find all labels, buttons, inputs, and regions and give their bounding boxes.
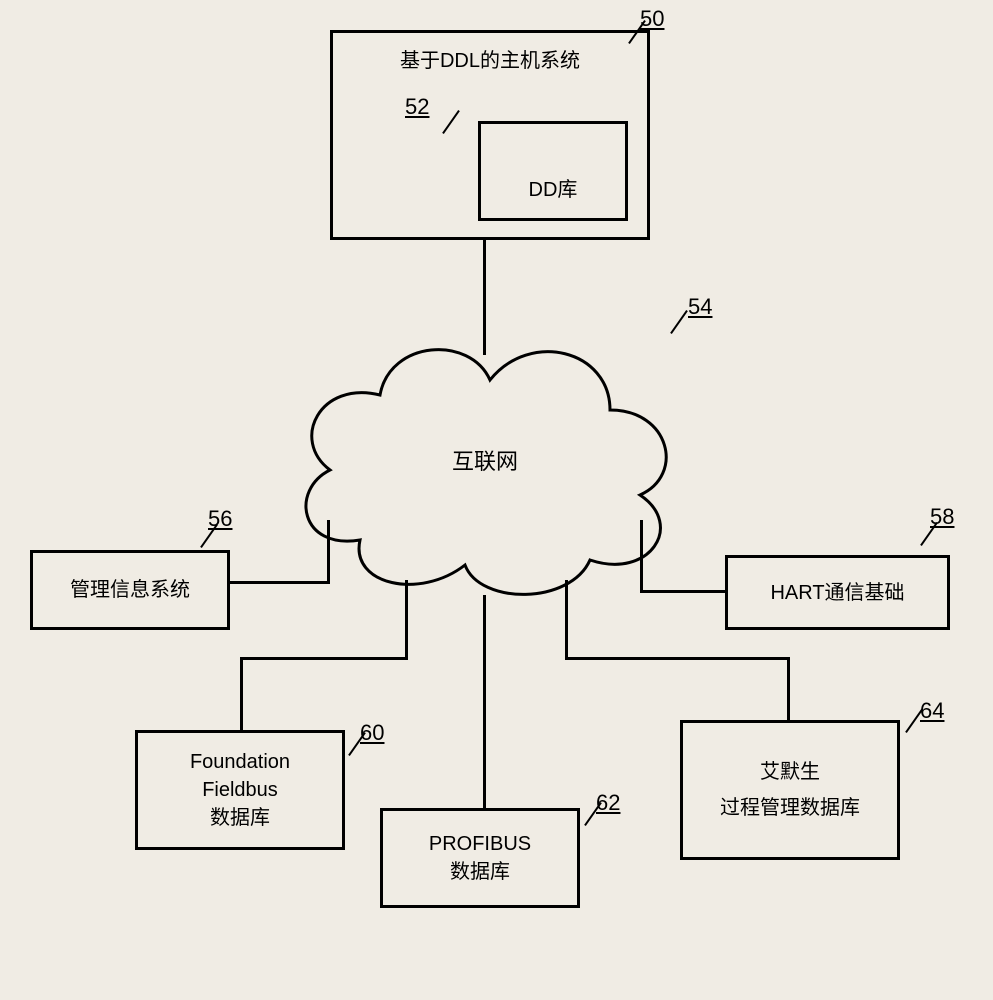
edge-cloud-ff-h (240, 657, 408, 660)
ff-db-line2: Fieldbus (202, 776, 278, 804)
edge-cloud-em-v1 (565, 580, 568, 660)
edge-cloud-hart-h (640, 590, 726, 593)
emerson-box: 艾默生 过程管理数据库 (680, 720, 900, 860)
emerson-line1: 艾默生 (760, 758, 820, 786)
tick-64 (895, 703, 935, 743)
emerson-line2: 过程管理数据库 (720, 794, 860, 822)
tick-56 (190, 518, 230, 558)
edge-cloud-ff-v2 (240, 657, 243, 732)
profibus-line1: PROFIBUS (429, 830, 531, 858)
tick-62 (574, 796, 614, 836)
edge-cloud-profibus (483, 595, 486, 810)
edge-cloud-em-h (565, 657, 790, 660)
tick-52 (432, 104, 472, 144)
internet-cloud: 互联网 (270, 310, 700, 610)
dd-library-box: DD库 (478, 121, 628, 221)
hart-box: HART通信基础 (725, 555, 950, 630)
mis-label: 管理信息系统 (70, 576, 190, 604)
edge-cloud-em-v2 (787, 657, 790, 722)
ref-52: 52 (405, 94, 429, 120)
tick-60 (338, 726, 378, 766)
hart-label: HART通信基础 (770, 579, 904, 607)
tick-54 (660, 304, 700, 344)
profibus-line2: 数据库 (450, 858, 510, 886)
mis-box: 管理信息系统 (30, 550, 230, 630)
edge-cloud-mis-v (327, 520, 330, 584)
ff-db-line1: Foundation (190, 748, 290, 776)
ff-db-line3: 数据库 (210, 804, 270, 832)
dd-library-label: DD库 (529, 176, 578, 204)
edge-cloud-hart-v (640, 520, 643, 593)
profibus-box: PROFIBUS 数据库 (380, 808, 580, 908)
host-system-title: 基于DDL的主机系统 (400, 47, 580, 75)
tick-58 (910, 516, 950, 556)
tick-50 (618, 14, 658, 54)
ff-db-box: Foundation Fieldbus 数据库 (135, 730, 345, 850)
edge-cloud-ff-v1 (405, 580, 408, 660)
cloud-label: 互联网 (452, 444, 518, 476)
edge-host-cloud (483, 240, 486, 355)
edge-cloud-mis-h (230, 581, 330, 584)
host-system-box: 基于DDL的主机系统 DD库 (330, 30, 650, 240)
